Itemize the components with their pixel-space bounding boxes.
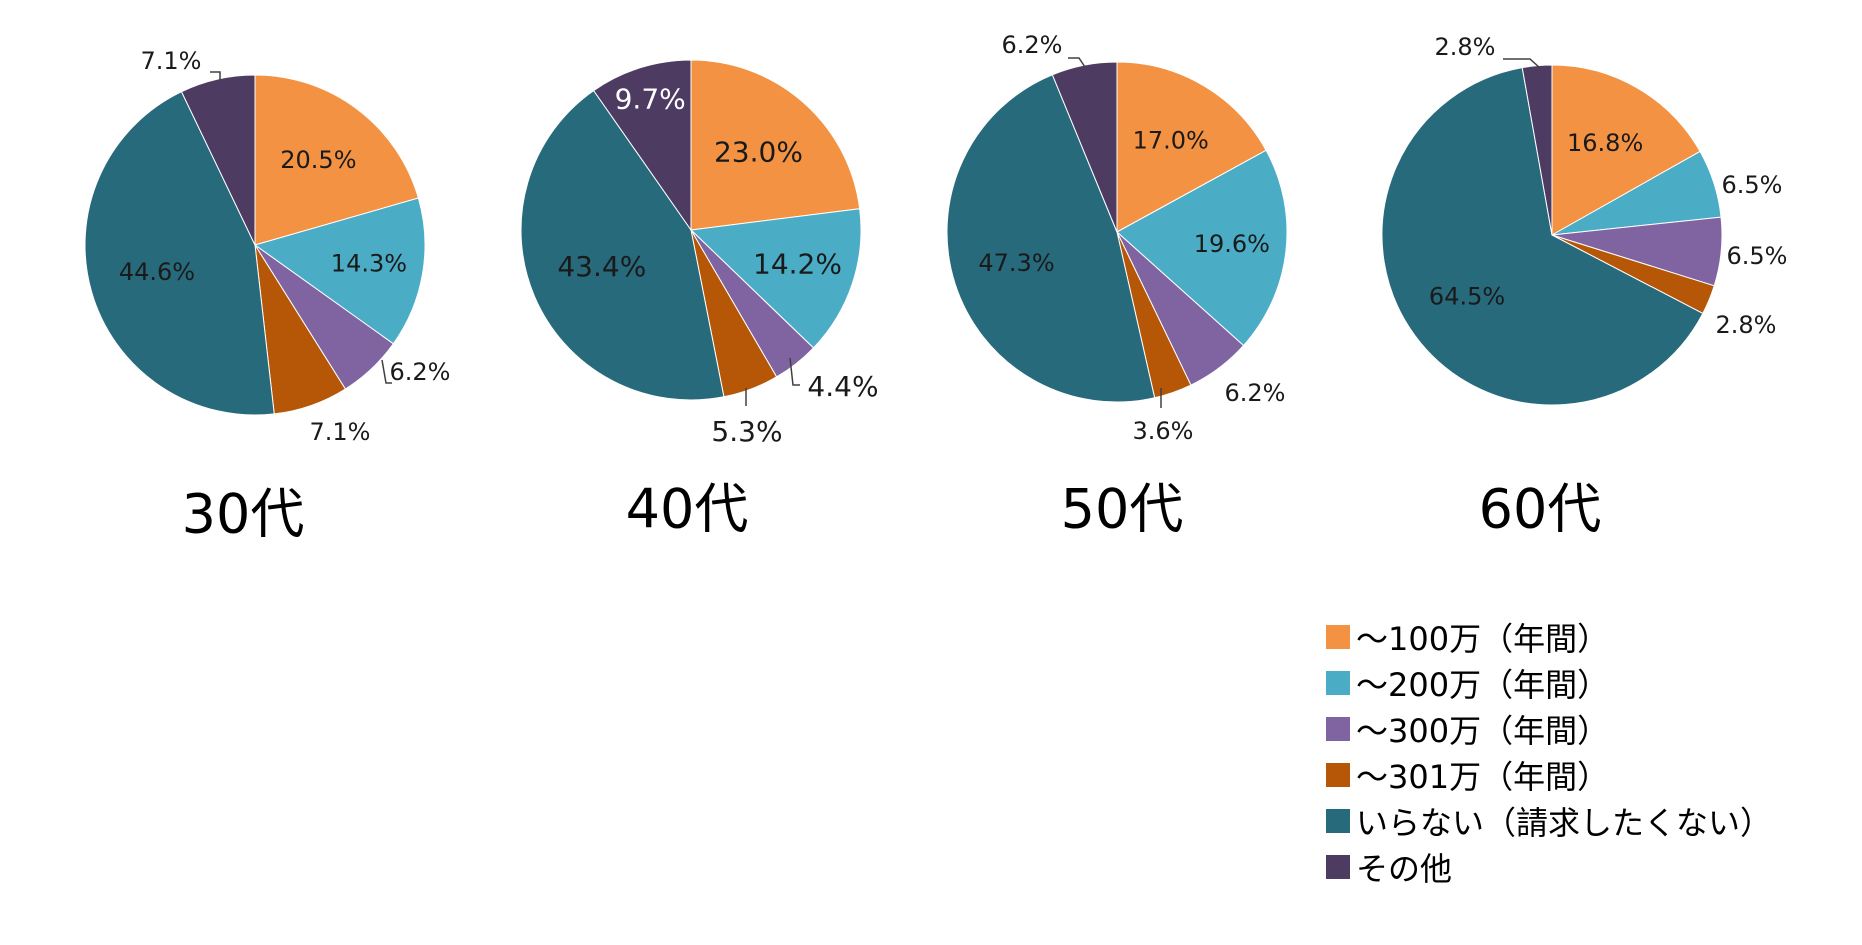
legend-item: ～300万（年間） xyxy=(1326,706,1772,752)
legend-label: ～301万（年間） xyxy=(1356,758,1610,796)
pie-slice xyxy=(1116,61,1267,233)
pie-slice xyxy=(946,74,1156,403)
slice-data-label: 2.8% xyxy=(1435,33,1496,61)
slice-data-label: 44.6% xyxy=(119,258,195,286)
slice-data-label: 5.3% xyxy=(711,415,782,448)
legend-item: ～301万（年間） xyxy=(1326,752,1772,798)
leader-line xyxy=(210,71,221,81)
pie-chart-title: 50代 xyxy=(1061,478,1184,541)
slice-data-label: 17.0% xyxy=(1133,126,1209,154)
legend-label: ～300万（年間） xyxy=(1356,712,1610,750)
slice-data-label: 9.7% xyxy=(615,82,686,115)
pie-slice xyxy=(1551,64,1701,236)
slice-data-label: 23.0% xyxy=(714,135,803,168)
legend-label: ～200万（年間） xyxy=(1356,666,1610,704)
legend-swatch xyxy=(1326,855,1350,879)
slice-data-label: 3.6% xyxy=(1133,417,1194,445)
slice-data-label: 6.5% xyxy=(1727,242,1788,270)
pie-chart: 23.0% 14.2% 4.4% 5.3% 43.4% 9.7% 40代 xyxy=(520,59,879,541)
pie-slice xyxy=(1116,149,1288,347)
slice-data-label: 6.5% xyxy=(1722,171,1783,199)
legend-swatch xyxy=(1326,671,1350,695)
leader-line xyxy=(1068,57,1086,68)
legend-item: ～200万（年間） xyxy=(1326,660,1772,706)
slice-data-label: 2.8% xyxy=(1716,311,1777,339)
pie-chart: 16.8% 6.5% 6.5% 2.8% 64.5% 2.8% 60代 xyxy=(1381,33,1788,541)
slice-data-label: 47.3% xyxy=(978,249,1054,277)
slice-data-label: 6.2% xyxy=(390,358,451,386)
pie-slice xyxy=(180,74,256,246)
pie-slice xyxy=(84,91,275,416)
slice-data-label: 64.5% xyxy=(1429,282,1505,310)
legend-item: いらない（請求したくない） xyxy=(1326,798,1772,844)
legend-label: いらない（請求したくない） xyxy=(1356,804,1773,842)
slice-data-label: 19.6% xyxy=(1194,230,1270,258)
pie-slice xyxy=(690,59,861,231)
slice-data-label: 43.4% xyxy=(557,250,646,283)
legend-swatch xyxy=(1326,809,1350,833)
slice-data-label: 6.2% xyxy=(1225,379,1286,407)
pie-slice xyxy=(254,74,419,246)
leader-line xyxy=(1503,58,1541,69)
pie-slice xyxy=(520,89,725,401)
leader-line xyxy=(381,359,392,384)
pie-slice xyxy=(689,208,862,349)
slice-data-label: 20.5% xyxy=(280,146,356,174)
slice-data-label: 16.8% xyxy=(1567,129,1643,157)
pie-slice xyxy=(1381,67,1704,406)
legend-item: ～100万（年間） xyxy=(1326,614,1772,660)
legend-label: その他 xyxy=(1356,850,1453,888)
legend-swatch xyxy=(1326,717,1350,741)
pie-chart-title: 40代 xyxy=(626,478,749,541)
pie-slice xyxy=(253,197,426,345)
slice-data-label: 7.1% xyxy=(141,47,202,75)
pie-chart: 20.5% 14.3% 6.2% 7.1% 44.6% 7.1% 30代 xyxy=(84,47,451,546)
legend-item: その他 xyxy=(1326,844,1772,890)
pie-chart-title: 60代 xyxy=(1479,478,1602,541)
pie-chart-title: 30代 xyxy=(182,483,305,546)
slice-data-label: 7.1% xyxy=(310,418,371,446)
leader-line xyxy=(789,357,800,386)
pie-chart: 17.0% 19.6% 6.2% 3.6% 47.3% 6.2% 50代 xyxy=(946,31,1288,541)
chart-legend: ～100万（年間） ～200万（年間） ～300万（年間） ～301万（年間） … xyxy=(1326,614,1772,890)
legend-label: ～100万（年間） xyxy=(1356,620,1610,658)
slice-data-label: 14.3% xyxy=(331,250,407,278)
pie-slice xyxy=(592,59,692,232)
slice-data-label: 4.4% xyxy=(807,370,878,403)
legend-swatch xyxy=(1326,625,1350,649)
legend-swatch xyxy=(1326,763,1350,787)
slice-data-label: 6.2% xyxy=(1002,31,1063,59)
slice-data-label: 14.2% xyxy=(753,247,842,280)
